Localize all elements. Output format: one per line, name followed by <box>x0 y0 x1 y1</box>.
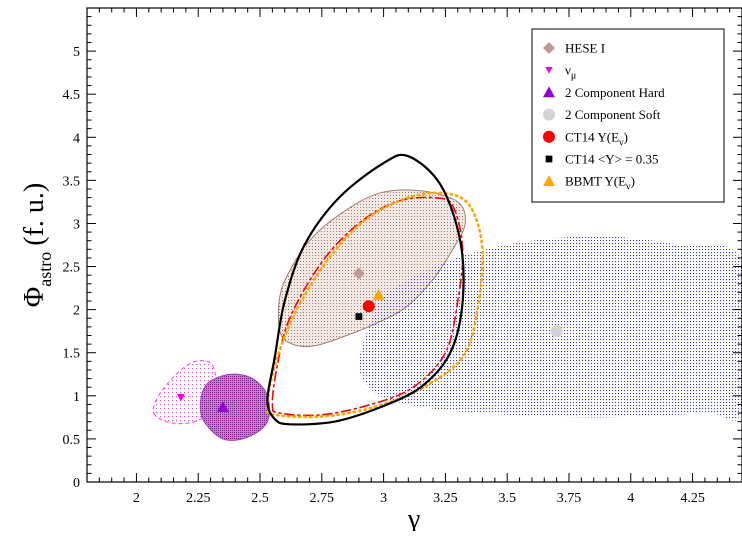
data-point-2 <box>216 401 229 412</box>
y-tick-label: 2 <box>73 304 80 319</box>
y-axis-title-sub: astro <box>35 252 55 287</box>
data-point-4 <box>362 300 375 313</box>
x-tick-label: 2.25 <box>186 491 211 506</box>
svg-text:Φastro(f. u.): Φastro (f. u.) <box>19 183 55 307</box>
x-tick-label: 3 <box>380 491 387 506</box>
legend-label-5: CT14 <Y> = 0.35 <box>565 152 659 167</box>
legend: HESE I νμ 2 Component Hard 2 Component Soft… <box>531 28 725 203</box>
x-tick-label: 3.5 <box>498 491 516 506</box>
x-tick-label: 3.75 <box>557 491 582 506</box>
x-tick-label: 2.5 <box>251 491 269 506</box>
y-tick-label: 2.5 <box>63 261 81 276</box>
x-tick-label: 3.25 <box>433 491 458 506</box>
data-point-5 <box>355 313 363 320</box>
y-tick-label: 3 <box>73 217 80 232</box>
y-axis-title: Φastro (f. u.) <box>19 183 55 307</box>
y-tick-label: 5 <box>73 45 80 60</box>
region-5 <box>265 191 485 419</box>
legend-marker-4 <box>543 130 555 143</box>
axis-ticks <box>86 7 742 483</box>
x-tick-label: 4 <box>627 491 634 506</box>
y-tick-label: 1 <box>73 390 80 405</box>
legend-marker-0 <box>543 42 555 54</box>
y-axis-title-unit: (f. u.) <box>19 183 50 246</box>
legend-label-6: BBMT Y(Eν) <box>565 174 635 193</box>
y-tick-label: 1.5 <box>63 347 81 362</box>
legend-label-3: 2 Component Soft <box>565 107 661 122</box>
region-4 <box>271 196 464 417</box>
data-point-6 <box>372 288 385 300</box>
legend-marker-1 <box>545 67 553 74</box>
y-tick-label: 0 <box>73 476 80 491</box>
region-6 <box>266 153 465 426</box>
legend-label-4: CT14 Y(Eν) <box>565 129 628 148</box>
legend-box <box>531 28 725 203</box>
legend-marker-6 <box>543 175 555 186</box>
x-axis-title: γ <box>407 504 420 531</box>
data-point-3 <box>550 325 563 338</box>
x-tick-label: 2 <box>133 491 140 506</box>
y-axis-title-main: Φ <box>19 287 50 307</box>
data-points <box>176 267 563 412</box>
y-tick-label: 0.5 <box>63 433 81 448</box>
y-tick-label: 3.5 <box>63 174 81 189</box>
region-1 <box>358 236 742 421</box>
legend-label-2: 2 Component Hard <box>565 85 665 100</box>
legend-label-0: HESE I <box>565 41 605 56</box>
legend-marker-2 <box>543 86 555 98</box>
data-point-1 <box>176 394 185 402</box>
legend-marker-5 <box>545 155 553 163</box>
legend-marker-3 <box>543 108 555 121</box>
y-tick-label: 4 <box>73 131 80 146</box>
data-point-0 <box>352 267 365 280</box>
x-tick-label: 2.75 <box>310 491 335 506</box>
x-tick-label: 4.25 <box>680 491 705 506</box>
plot-frame <box>86 7 742 483</box>
tick-labels: 2 2.25 2.5 2.75 3 3.25 3.5 3.75 4 4.25 0 0.5 1 1.5 2 2.… <box>63 45 705 506</box>
legend-label-1: νμ <box>565 63 576 82</box>
confidence-regions <box>152 153 742 441</box>
region-3 <box>199 373 271 441</box>
y-tick-label: 4.5 <box>63 88 81 103</box>
